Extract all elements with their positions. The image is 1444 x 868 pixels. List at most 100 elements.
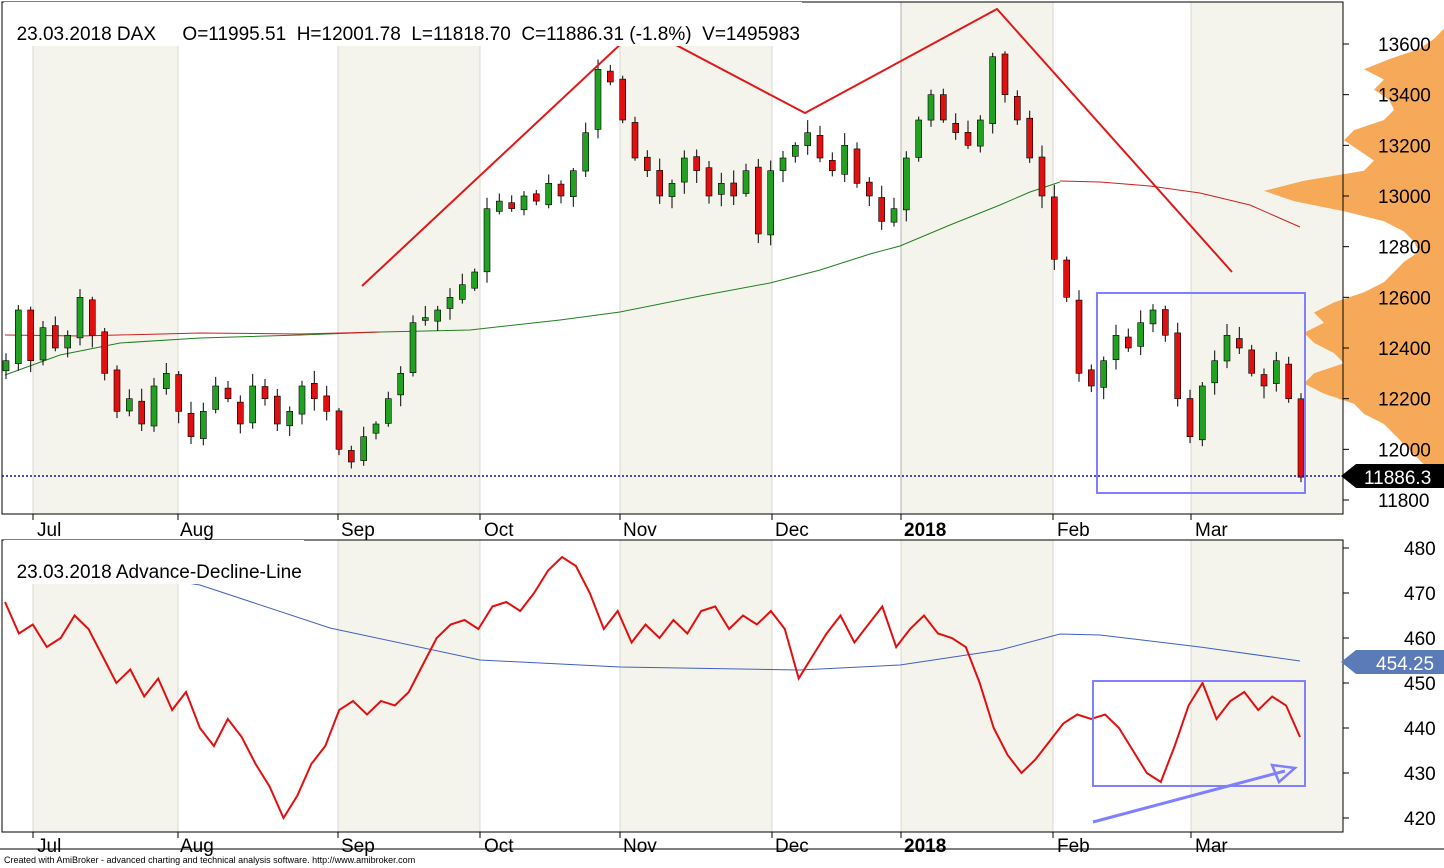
candle-body <box>619 78 627 121</box>
candle-body <box>1051 196 1058 260</box>
volume-profile-area <box>1264 28 1444 480</box>
candle-body <box>89 299 96 336</box>
candle-body <box>261 386 269 399</box>
candle-body <box>890 208 898 223</box>
candle-body <box>372 423 380 434</box>
month-label: Feb <box>1057 836 1090 857</box>
candle-body <box>1137 322 1144 347</box>
trend-lines <box>2 7 1343 494</box>
candle-body <box>1211 360 1218 384</box>
candle-body <box>865 181 873 197</box>
candle-body <box>163 372 170 389</box>
candle-body <box>310 382 318 399</box>
candle-body <box>434 309 442 322</box>
month-band <box>620 540 772 832</box>
candle-body <box>545 183 553 206</box>
candle-body <box>384 398 392 424</box>
candle-body <box>779 157 787 171</box>
month-label: Feb <box>1057 520 1090 541</box>
month-label: Sep <box>341 520 375 541</box>
candle-body <box>397 372 405 396</box>
candle-body <box>656 170 664 197</box>
candle-body <box>643 156 651 171</box>
price-tick-label: 13000 <box>1378 187 1431 208</box>
price-tick-label: 11800 <box>1378 491 1429 512</box>
ad-rising-arrow-shaft <box>1092 769 1286 824</box>
ad-rising-arrow-head <box>1270 763 1298 785</box>
ad-pane-frame <box>1 539 1344 833</box>
candle-body <box>113 369 121 412</box>
footer-credit: Created with AmiBroker - advanced charti… <box>4 855 416 865</box>
candle-body <box>1285 363 1292 400</box>
candle-body <box>187 412 195 437</box>
candle-body <box>1273 360 1280 384</box>
candle-body <box>730 182 738 197</box>
candle-body <box>508 202 516 209</box>
candle-body <box>1162 309 1169 336</box>
candle-body <box>1125 336 1132 349</box>
value-markers: 11886.3 454.25 <box>1341 464 1444 675</box>
candle-body <box>705 167 713 197</box>
ad-tick-label: 460 <box>1404 629 1436 650</box>
ad-consolidation-box <box>1092 680 1306 787</box>
candle-body <box>1112 334 1120 360</box>
candle-body <box>582 132 590 172</box>
candle-body <box>126 398 133 412</box>
price-consolidation-box <box>1096 292 1306 494</box>
ad-lines <box>4 555 1306 824</box>
candle-body <box>1100 360 1107 388</box>
candle-body <box>1063 259 1070 298</box>
price-tick-label: 12000 <box>1378 440 1431 461</box>
candle-body <box>989 56 997 124</box>
ad-tick-label: 420 <box>1404 809 1436 830</box>
last-price-marker-label: 11886.3 <box>1364 468 1431 489</box>
candle-body <box>964 132 972 146</box>
candle-body <box>1174 332 1181 399</box>
ma-red-line-late <box>1059 180 1301 228</box>
candle-body <box>39 327 47 361</box>
ad-title-text: 23.03.2018 Advance-Decline-Line <box>16 562 302 583</box>
candle-body <box>927 94 935 121</box>
candle-body <box>76 296 84 339</box>
candle-body <box>101 331 108 374</box>
price-title-symbol: 23.03.2018 DAX <box>16 24 157 45</box>
candle-body <box>298 385 306 415</box>
candle-body <box>495 200 503 212</box>
candle-body <box>939 94 947 121</box>
candle-body <box>853 148 861 184</box>
month-label: 2018 <box>904 520 946 541</box>
candle-body <box>902 157 910 211</box>
candle-body <box>1001 53 1009 96</box>
candle-body <box>483 208 491 273</box>
candle-body <box>446 296 454 309</box>
candle-body <box>1013 96 1021 121</box>
month-label: Dec <box>775 520 809 541</box>
candle-body <box>742 170 750 194</box>
candle-body <box>2 360 10 372</box>
candle-body <box>323 395 331 412</box>
ad-tick-label: 440 <box>1404 719 1436 740</box>
month-band <box>901 2 1053 514</box>
price-ohlc-readout: O=11995.51 H=12001.78 L=11818.70 C=11886… <box>182 24 800 45</box>
candle-body <box>1248 349 1255 374</box>
ad-pane-title: 23.03.2018 Advance-Decline-Line <box>4 540 304 584</box>
candle-body <box>717 183 725 195</box>
candle-body <box>1297 398 1305 478</box>
candle-body <box>828 160 836 172</box>
candle-body <box>15 309 22 364</box>
candle-body <box>138 400 145 425</box>
candle-body <box>64 334 71 349</box>
price-tick-label: 12400 <box>1378 339 1431 360</box>
candle-body <box>532 193 540 202</box>
month-label: Aug <box>180 836 214 857</box>
month-label: Jul <box>37 520 61 541</box>
candle-body <box>631 122 639 159</box>
candle-body <box>668 183 676 197</box>
month-label: Aug <box>180 520 214 541</box>
ad-tick-label: 430 <box>1404 764 1436 785</box>
month-label: Jul <box>37 836 61 857</box>
candle-body <box>804 132 812 146</box>
month-label: Oct <box>484 520 514 541</box>
candle-body <box>1260 374 1268 387</box>
candle-body <box>594 69 602 130</box>
